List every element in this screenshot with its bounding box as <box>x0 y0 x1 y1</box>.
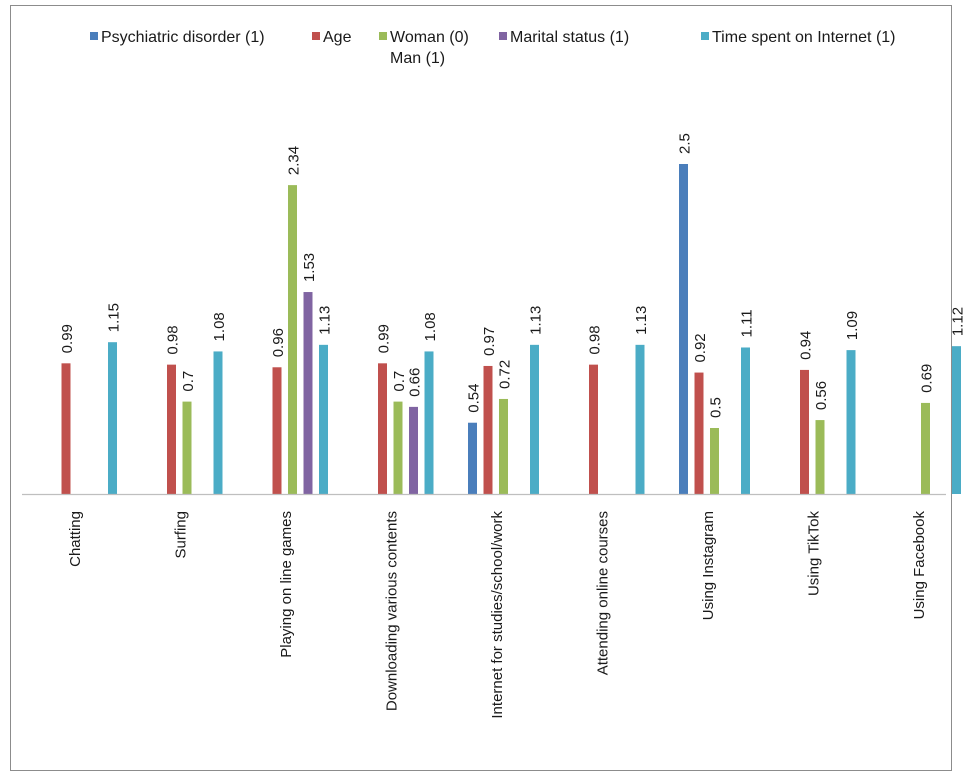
value-label: 1.08 <box>422 312 439 341</box>
value-label: 0.94 <box>798 331 815 360</box>
legend-swatch-woman-0 <box>379 32 387 40</box>
legend-label-age: Age <box>323 29 352 46</box>
value-label: 1.13 <box>528 306 545 335</box>
value-label: 0.7 <box>391 371 408 392</box>
bar-age-using-instagram <box>694 372 704 494</box>
category-label-playing-on-line-games: Playing on line games <box>278 511 295 658</box>
value-label: 0.96 <box>270 328 287 357</box>
bar-woman-0-using-instagram <box>710 428 719 494</box>
bar-time-spent-on-internet-1-playing-on-line-games <box>319 344 328 494</box>
legend-label-marital-status-1: Marital status (1) <box>510 29 629 46</box>
legend-swatch-time-spent-on-internet-1 <box>701 32 709 40</box>
bar-age-attending-online-courses <box>589 364 598 494</box>
bars: 0.99 1.15 0.98 0.7 1.08 0.96 2.34 1.53 1.13 0.99 0… <box>59 133 964 494</box>
value-label: 1.15 <box>106 303 123 332</box>
value-label: 1.08 <box>211 312 228 341</box>
value-label: 1.12 <box>950 307 964 336</box>
bar-time-spent-on-internet-1-internet-for-studies-school-work <box>530 344 539 494</box>
bar-time-spent-on-internet-1-surfing <box>213 351 223 494</box>
value-label: 0.98 <box>165 325 182 354</box>
category-label-using-tiktok: Using TikTok <box>806 511 823 597</box>
value-label: 0.5 <box>708 397 725 418</box>
value-label: 0.69 <box>919 364 936 393</box>
legend: Psychiatric disorder (1) Age Woman (0) Man … <box>90 29 896 67</box>
legend-label-psychiatric-disorder-1: Psychiatric disorder (1) <box>101 29 265 46</box>
legend-label-time-spent-on-internet-1: Time spent on Internet (1) <box>712 29 896 46</box>
bar-time-spent-on-internet-1-attending-online-courses <box>635 344 645 494</box>
bar-time-spent-on-internet-1-using-instagram <box>741 347 750 494</box>
category-label-internet-for-studies-school-work: Internet for studies/school/work <box>489 511 506 719</box>
bar-age-using-tiktok <box>800 369 809 494</box>
bar-woman-0-using-tiktok <box>815 420 825 494</box>
legend-swatch-age <box>312 32 320 40</box>
bar-psychiatric-disorder-1-using-instagram <box>679 164 688 494</box>
bar-psychiatric-disorder-1-internet-for-studies-school-work <box>468 422 477 494</box>
bar-woman-0-using-facebook <box>921 402 930 494</box>
value-label: 1.13 <box>317 306 334 335</box>
category-label-using-facebook: Using Facebook <box>911 511 928 620</box>
legend-swatch-marital-status-1 <box>499 32 507 40</box>
bar-age-playing-on-line-games <box>272 367 282 494</box>
value-label: 1.13 <box>633 306 650 335</box>
value-label: 2.34 <box>286 146 303 175</box>
value-label: 0.99 <box>59 324 76 353</box>
value-label: 0.92 <box>692 333 709 362</box>
legend-swatch-psychiatric-disorder-1 <box>90 32 98 40</box>
legend-label-woman-0: Woman (0) <box>390 29 469 46</box>
bar-time-spent-on-internet-1-using-tiktok <box>846 350 856 494</box>
bar-time-spent-on-internet-1-using-facebook <box>952 346 961 494</box>
bar-age-internet-for-studies-school-work <box>483 365 493 494</box>
category-label-attending-online-courses: Attending online courses <box>595 511 612 675</box>
bar-woman-0-downloading-various-contents <box>393 401 403 494</box>
value-label: 0.66 <box>407 368 424 397</box>
bar-time-spent-on-internet-1-chatting <box>108 342 117 494</box>
category-label-using-instagram: Using Instagram <box>700 511 717 620</box>
value-label: 1.11 <box>739 309 756 337</box>
value-label: 0.98 <box>587 325 604 354</box>
category-label-surfing: Surfing <box>173 511 190 559</box>
bar-age-chatting <box>61 363 71 494</box>
bar-marital-status-1-playing-on-line-games <box>303 292 313 494</box>
value-label: 0.99 <box>376 324 393 353</box>
value-label: 1.53 <box>301 253 318 282</box>
x-axis: Chatting Surfing Playing on line games Down… <box>22 493 946 719</box>
value-label: 0.54 <box>466 384 483 413</box>
value-label: 1.09 <box>844 311 861 340</box>
value-label: 0.7 <box>180 371 197 392</box>
bar-age-downloading-various-contents <box>378 363 387 494</box>
bar-time-spent-on-internet-1-downloading-various-contents <box>424 351 434 494</box>
value-label: 0.97 <box>481 327 498 356</box>
bar-age-surfing <box>167 364 176 494</box>
bar-woman-0-surfing <box>182 401 192 494</box>
category-label-chatting: Chatting <box>67 511 84 567</box>
legend-label-man-1: Man (1) <box>390 50 445 67</box>
category-label-downloading-various-contents: Downloading various contents <box>384 511 401 711</box>
value-label: 0.72 <box>497 360 514 389</box>
bar-woman-0-playing-on-line-games <box>288 185 297 494</box>
bar-marital-status-1-downloading-various-contents <box>409 406 418 494</box>
value-label: 0.56 <box>813 381 830 410</box>
bar-woman-0-internet-for-studies-school-work <box>499 398 508 494</box>
value-label: 2.5 <box>677 133 694 154</box>
